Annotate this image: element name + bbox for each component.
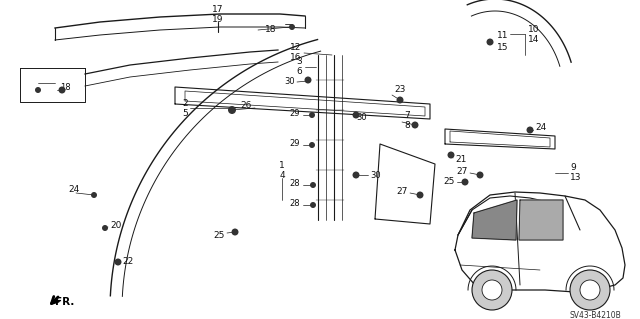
Text: 14: 14 — [528, 35, 540, 44]
Circle shape — [353, 112, 360, 118]
Text: 6: 6 — [296, 68, 302, 77]
Text: 25: 25 — [444, 177, 455, 187]
Circle shape — [310, 182, 316, 188]
Text: 25: 25 — [214, 231, 225, 240]
Text: 12: 12 — [290, 42, 301, 51]
Text: 18: 18 — [265, 26, 276, 34]
Circle shape — [309, 112, 315, 118]
Circle shape — [486, 39, 493, 46]
Circle shape — [472, 270, 512, 310]
Text: 16: 16 — [289, 53, 301, 62]
Text: 22: 22 — [122, 257, 133, 266]
Circle shape — [527, 127, 534, 133]
Text: 30: 30 — [356, 113, 367, 122]
Circle shape — [115, 258, 122, 265]
Circle shape — [412, 122, 419, 129]
Circle shape — [91, 192, 97, 198]
Circle shape — [228, 106, 236, 114]
Text: 28: 28 — [289, 198, 300, 207]
Text: 2: 2 — [182, 99, 188, 108]
Text: 13: 13 — [570, 174, 582, 182]
Circle shape — [102, 225, 108, 231]
Text: 4: 4 — [279, 170, 285, 180]
Circle shape — [289, 24, 295, 30]
Circle shape — [570, 270, 610, 310]
Circle shape — [232, 228, 239, 235]
Text: 7: 7 — [404, 110, 410, 120]
Circle shape — [482, 280, 502, 300]
Text: 23: 23 — [394, 85, 405, 94]
Text: 24: 24 — [68, 186, 79, 195]
Text: 28: 28 — [289, 179, 300, 188]
Text: 18: 18 — [60, 84, 70, 93]
Circle shape — [461, 179, 468, 186]
Text: 30: 30 — [284, 78, 295, 86]
Circle shape — [58, 86, 65, 93]
Text: 3: 3 — [296, 57, 302, 66]
Polygon shape — [472, 200, 517, 240]
Text: 21: 21 — [455, 155, 467, 165]
Text: SV43-B4210B: SV43-B4210B — [570, 311, 621, 319]
Text: 27: 27 — [397, 188, 408, 197]
Text: 20: 20 — [110, 220, 122, 229]
Text: 29: 29 — [289, 108, 300, 117]
Circle shape — [310, 202, 316, 208]
Text: 27: 27 — [456, 167, 468, 176]
Circle shape — [35, 87, 41, 93]
Text: 26: 26 — [240, 101, 252, 110]
Circle shape — [309, 142, 315, 148]
Text: 15: 15 — [497, 43, 509, 53]
Text: 8: 8 — [404, 121, 410, 130]
Circle shape — [447, 152, 454, 159]
Text: 30: 30 — [370, 170, 381, 180]
Text: 1: 1 — [279, 160, 285, 169]
Text: 29: 29 — [289, 138, 300, 147]
Text: 17: 17 — [212, 5, 224, 14]
Text: FR.: FR. — [55, 297, 74, 307]
Circle shape — [580, 280, 600, 300]
Circle shape — [477, 172, 483, 179]
Text: 10: 10 — [528, 26, 540, 34]
Circle shape — [353, 172, 360, 179]
Text: 19: 19 — [212, 16, 224, 25]
Text: 5: 5 — [182, 108, 188, 117]
Text: 9: 9 — [570, 164, 576, 173]
Polygon shape — [519, 200, 563, 240]
Circle shape — [305, 77, 312, 84]
Text: 11: 11 — [497, 31, 509, 40]
Text: 24: 24 — [535, 122, 547, 131]
Circle shape — [397, 97, 403, 103]
Circle shape — [417, 191, 424, 198]
